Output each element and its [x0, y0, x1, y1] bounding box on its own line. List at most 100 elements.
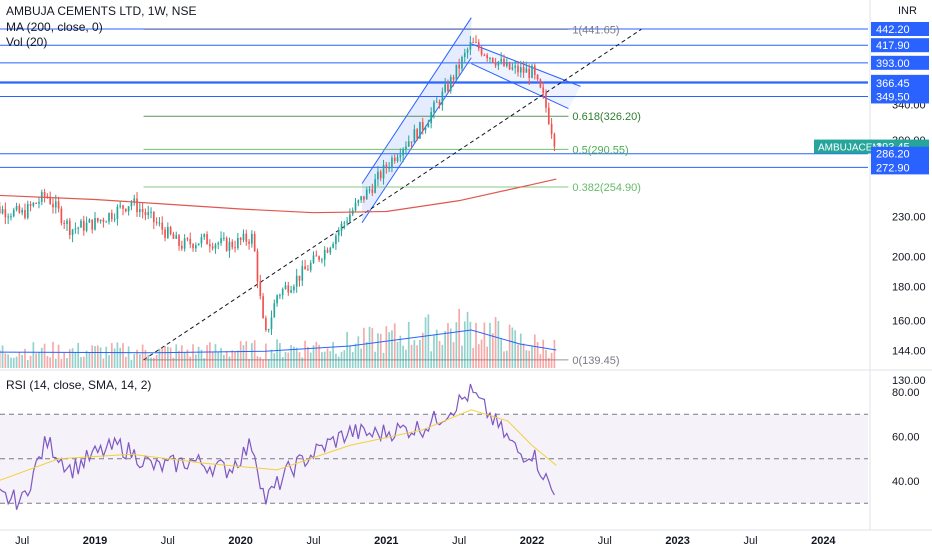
volume-bar	[4, 353, 7, 368]
volume-ma-line	[0, 329, 557, 354]
candle-body	[192, 244, 194, 249]
volume-bar	[88, 352, 91, 368]
volume-bar	[203, 358, 206, 368]
candle-body	[164, 229, 166, 238]
dashed-trendline[interactable]	[143, 28, 642, 361]
candle-body	[60, 208, 63, 223]
volume-bar	[396, 341, 399, 368]
candle-body	[15, 205, 18, 210]
volume-bar	[110, 343, 113, 368]
volume-bar	[43, 343, 46, 368]
candle-body	[399, 155, 402, 158]
volume-bar	[96, 345, 99, 368]
volume-bar	[225, 351, 228, 368]
volume-bar	[472, 348, 475, 368]
volume-bar	[410, 344, 413, 368]
candle-body	[0, 206, 1, 214]
time-axis-label: 2020	[228, 535, 252, 547]
rsi-line	[0, 383, 555, 510]
rising-channel-upper[interactable]	[361, 17, 472, 184]
price-badge	[871, 146, 929, 161]
falling-channel-fill	[471, 43, 581, 109]
candle-body	[461, 57, 463, 69]
ma-indicator-label[interactable]: MA (200, close, 0)	[6, 20, 103, 34]
volume-bar	[77, 343, 80, 368]
candle-body	[214, 244, 217, 249]
candle-body	[21, 210, 24, 213]
volume-bar	[24, 348, 26, 368]
candle-body	[211, 246, 214, 249]
candle-body	[382, 164, 385, 179]
volume-bar	[525, 350, 528, 368]
volume-bar	[438, 340, 441, 368]
candle-body	[447, 84, 449, 91]
volume-bar	[150, 357, 152, 368]
volume-bar	[295, 347, 298, 368]
price-badge	[871, 75, 929, 90]
volume-bar	[365, 342, 368, 368]
candle-body	[152, 211, 155, 222]
candle-body	[276, 295, 278, 304]
candle-body	[82, 220, 85, 231]
volume-bar	[326, 348, 329, 368]
currency-label: INR	[898, 5, 917, 17]
candle-body	[102, 219, 105, 222]
volume-bar	[265, 343, 267, 368]
candle-body	[133, 198, 136, 203]
candle-body	[77, 227, 80, 229]
volume-bar	[138, 354, 141, 368]
fib-level-label: 1(441.65)	[572, 24, 619, 36]
price-badge-label: 393.00	[876, 58, 910, 70]
volume-bar	[40, 347, 43, 368]
candle-body	[533, 65, 536, 75]
candle-body	[130, 202, 133, 207]
volume-bar	[531, 345, 533, 368]
volume-bar	[259, 357, 262, 368]
candle-body	[368, 189, 371, 191]
volume-bar	[419, 339, 421, 368]
volume-bar	[270, 349, 273, 368]
volume-bar	[293, 346, 295, 368]
volume-bar	[214, 344, 217, 368]
volume-bar	[357, 336, 360, 368]
time-axis-label: Jul	[15, 535, 29, 547]
volume-bar	[514, 330, 517, 368]
volume-bar	[379, 333, 382, 368]
volume-bar	[192, 344, 194, 368]
candle-body	[298, 275, 301, 281]
volume-indicator-label[interactable]: Vol (20)	[6, 35, 48, 49]
volume-bar	[71, 348, 74, 368]
volume-bar	[7, 354, 10, 368]
volume-bar	[10, 357, 12, 368]
candle-body	[396, 157, 399, 162]
volume-bar	[166, 346, 169, 368]
candle-body	[108, 213, 110, 222]
volume-bar	[309, 352, 312, 368]
symbol-badge-label: AMBUJACEM	[818, 143, 881, 154]
volume-bar	[200, 349, 203, 368]
volume-bar	[393, 323, 396, 368]
falling-channel-lower[interactable]	[471, 63, 569, 110]
volume-bar	[35, 353, 38, 368]
price-badge	[871, 55, 929, 70]
volume-bar	[466, 311, 469, 368]
volume-bar	[340, 351, 343, 368]
candle-body	[124, 208, 127, 212]
volume-bar	[363, 327, 365, 368]
volume-bar	[108, 355, 110, 368]
candle-body	[110, 213, 113, 219]
candle-body	[10, 216, 12, 218]
candle-body	[175, 235, 178, 239]
candle-body	[486, 55, 489, 59]
volume-bar	[12, 357, 15, 368]
candle-body	[360, 196, 362, 201]
rsi-indicator-label[interactable]: RSI (14, close, SMA, 14, 2)	[6, 378, 152, 392]
volume-bar	[444, 330, 447, 368]
candle-body	[321, 259, 323, 261]
volume-bar	[105, 346, 108, 368]
volume-bar	[505, 350, 508, 368]
candle-body	[385, 164, 388, 168]
volume-bar	[130, 359, 133, 368]
volume-bar	[220, 347, 222, 368]
